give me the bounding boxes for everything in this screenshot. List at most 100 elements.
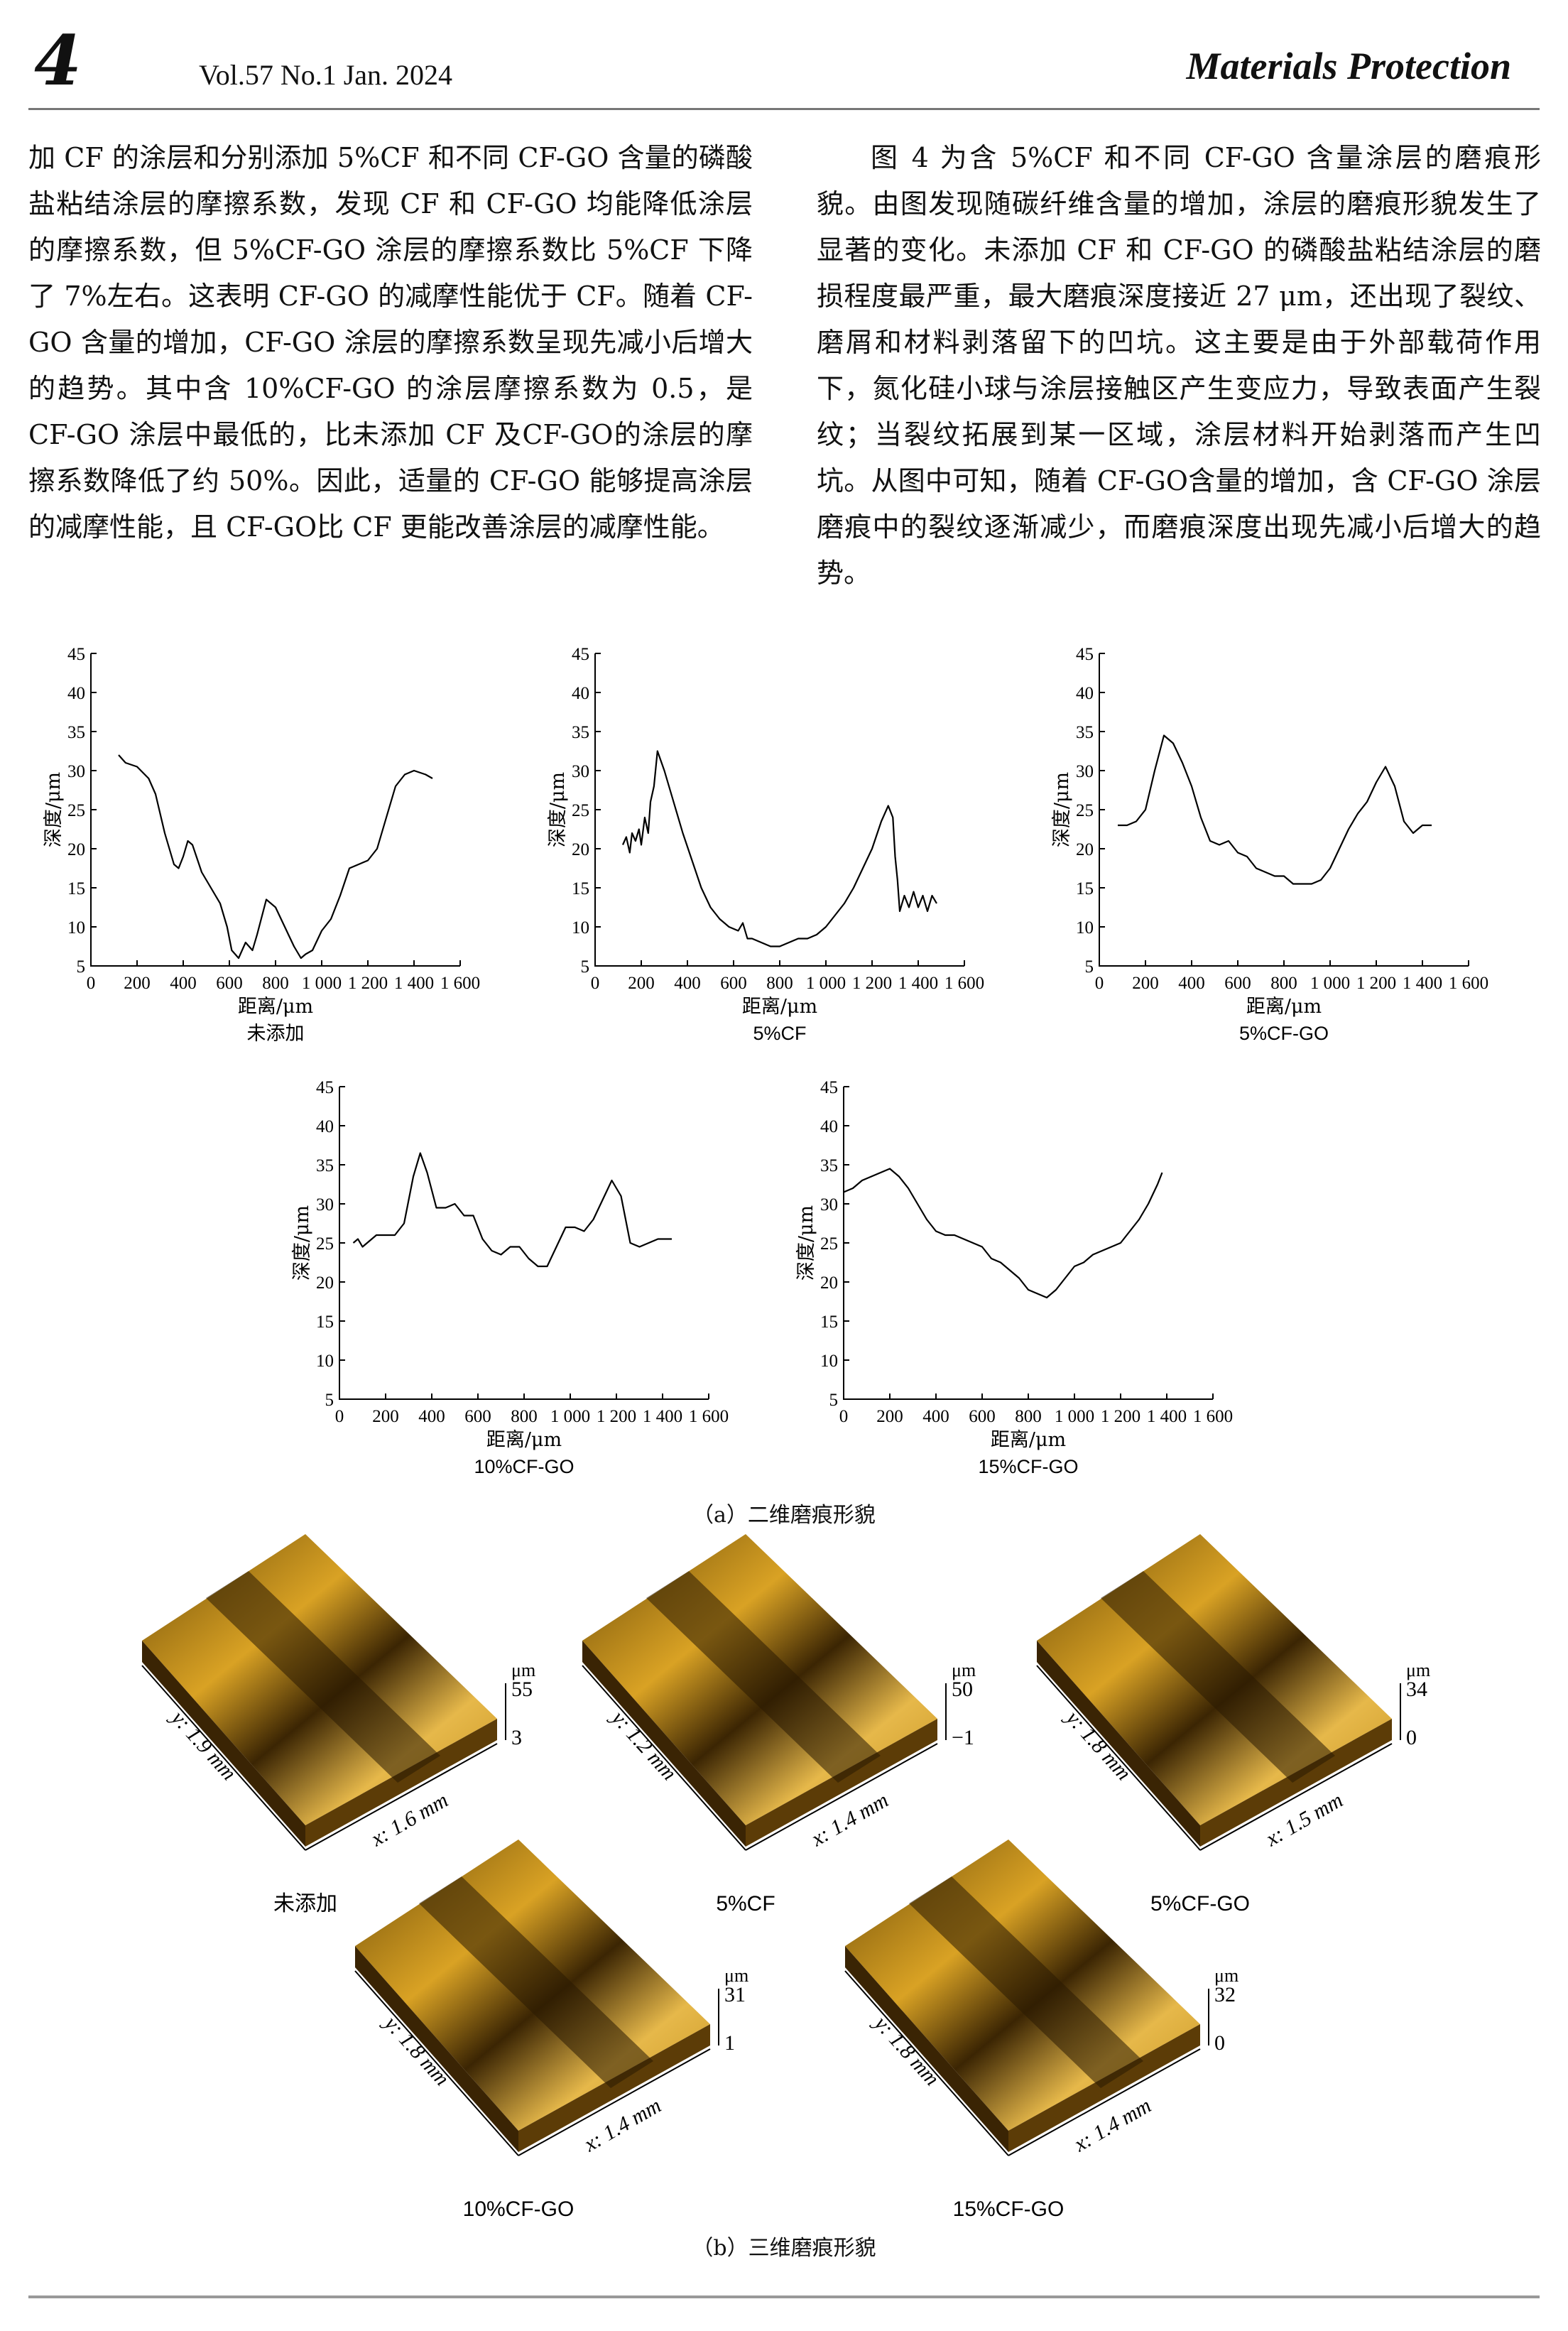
journal-name: Materials Protection [1186,45,1512,87]
profile-chart: 5 10 15 20 25 30 35 40 45 0 200 400 600 800 1 000 1 200… [291,1072,731,1477]
x-tick-label: 1 200 [852,974,892,993]
y-axis-label: 深度/μm [1051,772,1073,847]
chart-axes [90,653,460,967]
wear-track [1101,1571,1335,1783]
z-min: 0 [1406,1726,1417,1749]
depth-series-line [118,754,433,960]
x-tick-label: 800 [766,974,793,993]
y-tick-label: 5 [77,957,86,977]
y-tick-label: 25 [67,801,85,820]
y-tick-label: 45 [1076,645,1094,664]
z-max: 34 [1406,1678,1427,1701]
z-unit: μm [511,1660,535,1680]
wear-track [419,1876,653,2088]
x-tick-label: 400 [418,1407,445,1426]
y-tick-label: 45 [820,1078,838,1097]
x-tick-label: 1 600 [1449,974,1488,993]
surface-y-axis [844,1970,1009,2156]
y-tick-label: 30 [316,1195,334,1215]
y-tick-label: 5 [325,1391,334,1410]
x-tick-label: 1 000 [806,974,846,993]
y-axis-label: 深度/μm [547,772,569,847]
x-tick-label: 0 [335,1407,344,1426]
y-tick-label: 35 [1076,723,1094,742]
surface-side [305,1719,497,1847]
x-tick-label: 600 [969,1407,996,1426]
y-tick-label: 5 [829,1391,839,1410]
x-tick-label: 200 [372,1407,399,1426]
depth-series-line [621,750,937,947]
surface-y-axis [354,1970,519,2156]
y-tick-label: 45 [316,1078,334,1097]
x-axis-label: 距离/μm [991,1429,1066,1451]
chart-caption: 未添加 [247,1023,305,1044]
surface-caption: 5%CF [716,1892,775,1916]
z-unit: μm [1406,1660,1430,1680]
y-tick-label: 10 [316,1352,334,1371]
surface-caption: 未添加 [273,1892,337,1916]
depth-series-line [352,1152,672,1268]
profile-chart-svg: 5 10 15 20 25 30 35 40 45 0 200 400 600 800 1 000 1 200… [1051,645,1488,1044]
y-tick-label: 15 [820,1313,838,1332]
surface-y-axis [1036,1665,1201,1851]
x-tick-label: 1 000 [1310,974,1350,993]
x-tick-label: 1 600 [689,1407,729,1426]
x-axis-label: 距离/μm [486,1429,562,1451]
y-tick-label: 10 [67,918,85,938]
x-tick-label: 800 [1015,1407,1042,1426]
x-axis-label: 距离/μm [742,996,817,1018]
chart-caption: 5%CF-GO [1239,1023,1329,1044]
y-tick-label: 25 [572,801,589,820]
y-tick-label: 35 [316,1156,334,1175]
y-axis-label: 深度/μm [43,772,65,847]
x-tick-label: 1 400 [898,974,938,993]
y-tick-label: 15 [1076,879,1094,898]
surface-x-axis [1008,2048,1201,2156]
y-tick-label: 20 [1076,840,1094,859]
wear-track [646,1571,881,1783]
y-tick-label: 25 [1076,801,1094,820]
z-min: 1 [724,2031,735,2055]
x-tick-label: 1 200 [348,974,388,993]
depth-series-line [843,1168,1163,1299]
x-tick-label: 800 [262,974,289,993]
z-max: 31 [724,1983,746,2006]
x-tick-label: 0 [839,1407,849,1426]
y-tick-label: 5 [581,957,590,977]
x-tick-label: 200 [1132,974,1159,993]
profile-chart-svg: 5 10 15 20 25 30 35 40 45 0 200 400 600 800 1 000 1 200… [43,645,480,1044]
profile-chart-svg: 5 10 15 20 25 30 35 40 45 0 200 400 600 800 1 000 1 200… [547,645,984,1044]
surface-plot: μm 34 0 y: 1.8 mm x: 1.5 mm 5%CF-GO [1023,1534,1449,1935]
z-max: 32 [1214,1983,1236,2006]
x-axis-label: 距离/μm [238,996,313,1018]
figure-caption-a: （a）二维磨痕形貌 [692,1503,876,1528]
profile-chart-svg: 5 10 15 20 25 30 35 40 45 0 200 400 600 800 1 000 1 200… [291,1078,729,1477]
y-tick-label: 10 [820,1352,838,1371]
y-tick-label: 40 [1076,684,1094,703]
x-tick-label: 200 [124,974,151,993]
x-tick-label: 0 [591,974,600,993]
y-tick-label: 15 [572,879,589,898]
chart-axes [1099,653,1469,967]
y-tick-label: 30 [67,762,85,781]
x-tick-label: 200 [876,1407,903,1426]
x-tick-label: 1 400 [394,974,434,993]
y-tick-label: 45 [67,645,85,664]
surface-caption: 10%CF-GO [463,2197,575,2221]
surface-side [1200,1719,1392,1847]
left-column: 加 CF 的涂层和分别添加 5%CF 和不同 CF-GO 含量的磷酸盐粘结涂层的… [28,135,753,550]
surface-x-axis [745,1743,938,1851]
x-tick-label: 200 [628,974,655,993]
y-axis-label: 深度/μm [795,1205,817,1281]
x-tick-label: 400 [170,974,197,993]
wear-track [909,1876,1143,2088]
x-tick-label: 600 [1224,974,1251,993]
profile-chart: 5 10 15 20 25 30 35 40 45 0 200 400 600 800 1 000 1 200… [43,639,483,1044]
x-tick-label: 1 000 [1055,1407,1094,1426]
journal-issue: Vol.57 No.1 Jan. 2024 [199,59,453,91]
y-tick-label: 40 [572,684,589,703]
chart-axes [339,1087,709,1400]
